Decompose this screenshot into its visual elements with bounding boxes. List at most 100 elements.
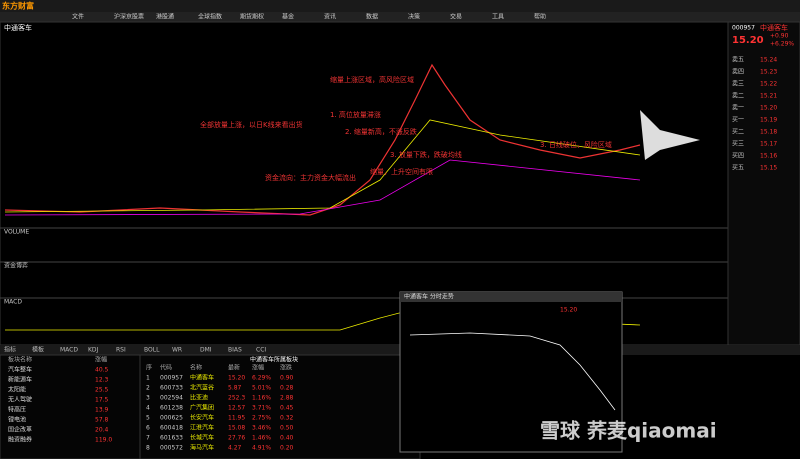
stock-cell[interactable]: 600733: [160, 385, 183, 392]
tab[interactable]: 模板: [32, 346, 44, 354]
stock-cell[interactable]: 2.75%: [252, 415, 271, 422]
menu-item[interactable]: 帮助: [534, 13, 546, 21]
menu-item[interactable]: 基金: [282, 13, 294, 21]
tab[interactable]: DMI: [200, 347, 212, 354]
menu-item[interactable]: 沪深京股票: [114, 13, 144, 21]
menu-item[interactable]: 期货期权: [240, 13, 264, 21]
stock-cell[interactable]: 长城汽车: [190, 434, 214, 442]
stock-cell[interactable]: 6: [146, 425, 150, 432]
stock-cell[interactable]: 江淮汽车: [190, 424, 214, 432]
book-level: 买四: [732, 152, 744, 160]
stock-cell[interactable]: 0.90: [280, 375, 294, 382]
stock-cell[interactable]: 0.40: [280, 435, 294, 442]
stock-cell[interactable]: 4.91%: [252, 445, 271, 452]
stock-cell[interactable]: 0.20: [280, 445, 294, 452]
sector-cell[interactable]: 40.5: [95, 367, 109, 374]
stock-cell[interactable]: 600418: [160, 425, 183, 432]
stock-cell[interactable]: 中通客车: [190, 374, 214, 382]
stock-code: 000957: [732, 25, 755, 32]
sector-cell[interactable]: 锂电池: [8, 416, 26, 424]
menu-item[interactable]: 全球指数: [198, 13, 222, 21]
stock-cell[interactable]: 000572: [160, 445, 183, 452]
tab[interactable]: BIAS: [228, 347, 242, 354]
stock-cell[interactable]: 002594: [160, 395, 183, 402]
tab[interactable]: 指标: [4, 346, 16, 354]
stock-cell[interactable]: 11.95: [228, 415, 245, 422]
column-header: 代码: [160, 364, 172, 372]
tab[interactable]: KDJ: [88, 347, 99, 354]
logo[interactable]: 东方财富: [2, 1, 34, 11]
book-price: 15.22: [760, 81, 777, 88]
stock-cell[interactable]: 5: [146, 415, 150, 422]
sector-cell[interactable]: 17.5: [95, 397, 109, 404]
stock-cell[interactable]: 北汽蓝谷: [190, 384, 214, 392]
menu-item[interactable]: 工具: [492, 14, 504, 21]
tab[interactable]: CCI: [256, 347, 266, 354]
stock-cell[interactable]: 1: [146, 375, 150, 382]
stock-cell[interactable]: 27.76: [228, 435, 245, 442]
stock-cell[interactable]: 0.45: [280, 405, 294, 412]
stock-cell[interactable]: 4: [146, 405, 150, 412]
stock-cell[interactable]: 海马汽车: [190, 444, 214, 452]
menu-item[interactable]: 决策: [408, 13, 420, 21]
tab[interactable]: MACD: [60, 347, 78, 354]
book-price: 15.19: [760, 117, 777, 124]
stock-cell[interactable]: 0.28: [280, 385, 294, 392]
sector-cell[interactable]: 汽车整车: [8, 366, 32, 374]
quote-panel: [727, 21, 800, 346]
stock-cell[interactable]: 广汽集团: [190, 404, 214, 412]
stock-cell[interactable]: 3.46%: [252, 425, 271, 432]
stock-cell[interactable]: 1.16%: [252, 395, 271, 402]
popup-title-bar: [400, 292, 622, 302]
sector-cell[interactable]: 无人驾驶: [8, 396, 32, 404]
stock-cell[interactable]: 4.27: [228, 445, 242, 452]
stock-cell[interactable]: 252.3: [228, 395, 245, 402]
stock-cell[interactable]: 3.71%: [252, 405, 271, 412]
menu-item[interactable]: 交易: [450, 13, 462, 21]
menu-item[interactable]: 资讯: [324, 13, 336, 21]
stock-cell[interactable]: 15.08: [228, 425, 245, 432]
stock-cell[interactable]: 7: [146, 435, 150, 442]
stock-cell[interactable]: 2.88: [280, 395, 294, 402]
stock-cell[interactable]: 601633: [160, 435, 183, 442]
tab[interactable]: RSI: [116, 347, 126, 354]
sector-cell[interactable]: 太阳能: [8, 386, 26, 394]
stock-cell[interactable]: 1.46%: [252, 435, 271, 442]
stock-cell[interactable]: 12.57: [228, 405, 245, 412]
stock-cell[interactable]: 601238: [160, 405, 183, 412]
stock-cell[interactable]: 5.87: [228, 385, 242, 392]
sector-cell[interactable]: 20.4: [95, 427, 109, 434]
book-level: 卖五: [732, 57, 744, 64]
stock-cell[interactable]: 5.01%: [252, 385, 271, 392]
sector-cell[interactable]: 57.8: [95, 417, 109, 424]
sector-cell[interactable]: 13.9: [95, 407, 109, 414]
book-level: 卖三: [732, 81, 744, 88]
menu-item[interactable]: 文件: [72, 13, 84, 21]
indicator-label: VOLUME: [4, 229, 29, 236]
tab[interactable]: BOLL: [144, 347, 160, 354]
book-level: 卖二: [732, 93, 744, 100]
stock-cell[interactable]: 000625: [160, 415, 183, 422]
sector-cell[interactable]: 25.5: [95, 387, 109, 394]
stock-cell[interactable]: 2: [146, 385, 150, 392]
stock-cell[interactable]: 000957: [160, 375, 183, 382]
sector-cell[interactable]: 新能源车: [8, 376, 32, 384]
tab[interactable]: WR: [172, 347, 182, 354]
column-header: 名称: [190, 364, 202, 372]
sector-cell[interactable]: 119.0: [95, 437, 112, 444]
menu-item[interactable]: 数据: [366, 13, 378, 21]
stock-cell[interactable]: 6.29%: [252, 375, 271, 382]
stock-cell[interactable]: 0.50: [280, 425, 294, 432]
stock-cell[interactable]: 比亚迪: [190, 394, 208, 402]
stock-cell[interactable]: 长安汽车: [190, 414, 214, 422]
sector-cell[interactable]: 12.3: [95, 377, 109, 384]
stock-cell[interactable]: 8: [146, 445, 150, 452]
sector-cell[interactable]: 融资融券: [8, 436, 32, 444]
stock-cell[interactable]: 3: [146, 395, 150, 402]
sector-cell[interactable]: 国企改革: [8, 426, 32, 434]
stock-cell[interactable]: 0.32: [280, 415, 294, 422]
stock-cell[interactable]: 15.20: [228, 375, 245, 382]
sector-cell[interactable]: 特高压: [8, 406, 26, 414]
menu-item[interactable]: 港股通: [156, 13, 174, 21]
book-level: 买二: [732, 128, 744, 136]
